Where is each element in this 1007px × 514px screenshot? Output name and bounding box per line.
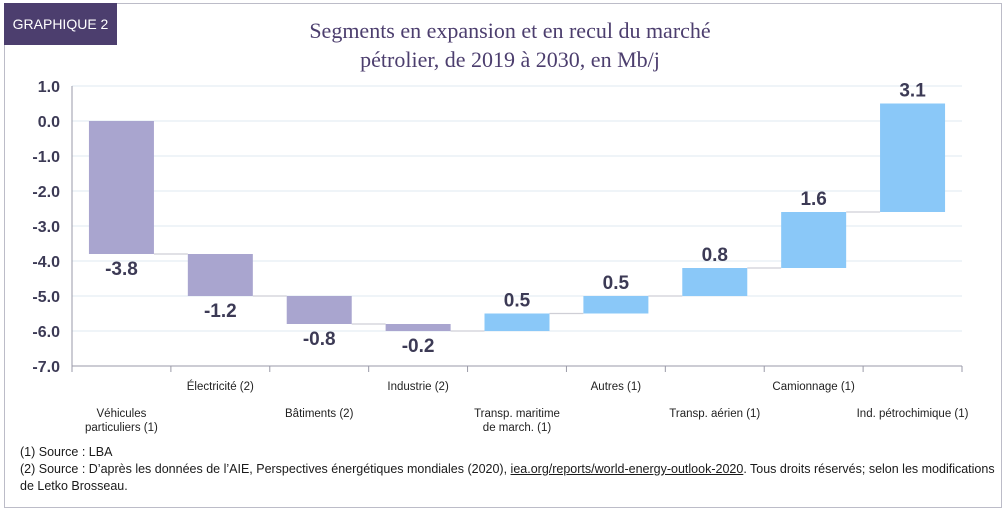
category-label: Transp. maritime xyxy=(474,408,560,420)
value-label: -3.8 xyxy=(105,259,138,280)
value-label: 3.1 xyxy=(899,81,926,102)
category-label: de march. (1) xyxy=(483,422,552,434)
footnote-2-prefix: (2) Source : D’après les données de l’AI… xyxy=(20,462,511,476)
category-label: Ind. pétrochimique (1) xyxy=(857,408,969,420)
chart-title-line-2: pétrolier, de 2019 à 2030, en Mb/j xyxy=(360,47,660,72)
bar-5 xyxy=(484,313,550,331)
category-label: Bâtiments (2) xyxy=(285,408,354,420)
category-label: Véhicules xyxy=(97,408,147,420)
value-label: 1.6 xyxy=(800,189,826,210)
value-label: -0.8 xyxy=(303,329,336,350)
category-label: Transp. aérien (1) xyxy=(669,408,760,420)
bar-3 xyxy=(286,296,352,324)
chart-title-line-1: Segments en expansion et en recul du mar… xyxy=(309,18,711,43)
category-label: Industrie (2) xyxy=(387,381,449,393)
chart-title: Segments en expansion et en recul du mar… xyxy=(200,16,820,74)
footnotes: (1) Source : LBA (2) Source : D’après le… xyxy=(20,444,1000,495)
category-label: particuliers (1) xyxy=(85,422,158,434)
y-tick-label: -2.0 xyxy=(32,184,60,201)
iea-report-link[interactable]: iea.org/reports/world-energy-outlook-202… xyxy=(510,462,744,476)
y-tick-label: -7.0 xyxy=(32,359,60,376)
y-tick-label: -6.0 xyxy=(32,324,60,341)
category-label: Autres (1) xyxy=(591,381,642,393)
bar-1 xyxy=(88,121,154,254)
bar-9 xyxy=(880,103,946,212)
value-label: -0.2 xyxy=(402,336,435,357)
category-label: Camionnage (1) xyxy=(772,381,855,393)
category-label: Électricité (2) xyxy=(187,380,254,393)
value-label: 0.8 xyxy=(702,245,728,266)
y-tick-label: 0.0 xyxy=(38,114,60,131)
value-label: 0.5 xyxy=(504,291,531,312)
bar-2 xyxy=(187,254,253,296)
bar-6 xyxy=(583,296,649,314)
bar-8 xyxy=(781,212,847,268)
y-tick-label: -4.0 xyxy=(32,254,60,271)
graphique-badge: GRAPHIQUE 2 xyxy=(4,3,117,45)
chart-frame xyxy=(4,3,1002,508)
value-label: -1.2 xyxy=(204,301,237,322)
footnote-1: (1) Source : LBA xyxy=(20,445,113,459)
value-label: 0.5 xyxy=(603,273,630,294)
y-tick-label: 1.0 xyxy=(38,79,60,96)
footnote-2: (2) Source : D’après les données de l’AI… xyxy=(20,461,1000,495)
y-tick-label: -1.0 xyxy=(32,149,60,166)
y-tick-label: -3.0 xyxy=(32,219,60,236)
bar-7 xyxy=(682,268,748,296)
y-tick-label: -5.0 xyxy=(32,289,60,306)
footnote-2-suffix: . Tous droits réservés; selon les modifi… xyxy=(20,462,995,493)
bar-4 xyxy=(385,324,451,331)
